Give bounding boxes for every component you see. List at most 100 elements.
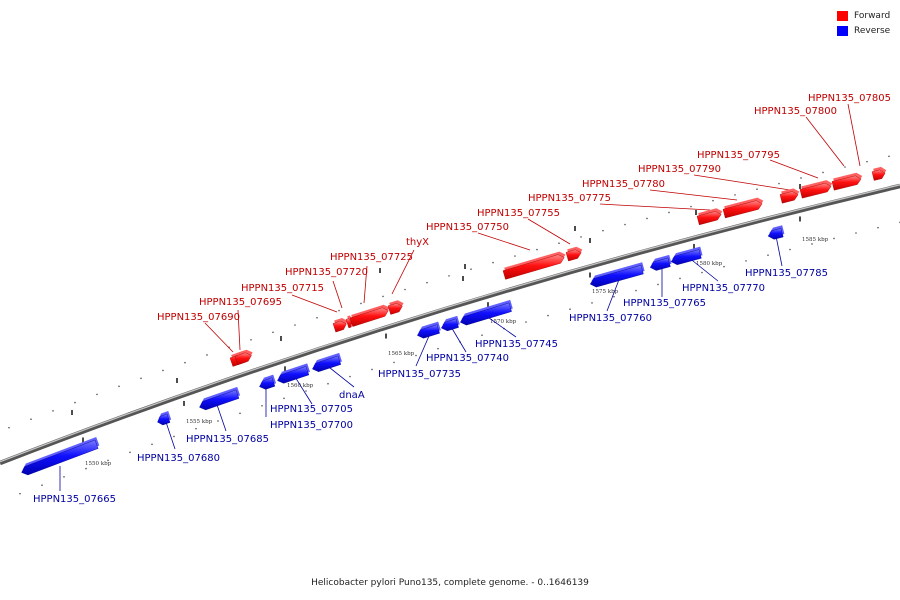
gene-hppn135_07775[interactable] [696, 208, 723, 226]
gene-body [799, 182, 832, 199]
gene-hppn135_07765[interactable] [649, 254, 672, 271]
gene-body [332, 320, 347, 333]
gene-body [831, 175, 862, 191]
gene-hppn135_07785[interactable] [767, 225, 785, 240]
dot-upper [822, 171, 824, 174]
label-leader-line [477, 232, 531, 251]
gene-body [199, 389, 240, 411]
gene-body [21, 439, 99, 476]
gene-label: HPPN135_07800 [754, 106, 837, 117]
dot-lower [701, 271, 703, 274]
gene-hppn135_07780[interactable] [722, 197, 764, 219]
label-leader-line [687, 256, 719, 282]
label-leader-line [237, 309, 241, 351]
dot-upper [184, 361, 186, 364]
gene-body [696, 211, 722, 226]
gene-label: HPPN135_07680 [137, 453, 220, 464]
axis-tick-label: 1580 kbp [696, 261, 723, 267]
dot-lower [569, 308, 571, 311]
dot-lower [261, 405, 263, 407]
gene-hppn135_07725[interactable] [349, 304, 390, 327]
gene-body [722, 200, 763, 219]
axis-tick-label: 1555 kbp [186, 419, 213, 425]
dot-lower [217, 420, 219, 422]
gene-body [234, 352, 252, 366]
axis-tick-label: 1570 kbp [490, 319, 517, 325]
gene-label: HPPN135_07705 [270, 404, 353, 415]
dot-upper [360, 302, 362, 305]
dot-upper [96, 393, 98, 396]
gene-thyx[interactable] [387, 300, 404, 315]
legend-item-reverse: Reverse [837, 23, 899, 38]
label-leader-line [204, 322, 234, 353]
label-leader-line [599, 203, 711, 211]
gene-label: HPPN135_07755 [477, 208, 560, 219]
gene-hppn135_07800[interactable] [831, 172, 863, 191]
genome-backbone [0, 183, 900, 466]
dot-lower [107, 459, 109, 462]
gene-label: HPPN135_07685 [186, 434, 269, 445]
dot-upper [712, 199, 714, 202]
gene-label: HPPN135_07700 [270, 420, 353, 431]
gene-dnaa[interactable] [312, 352, 342, 372]
gene-label: HPPN135_07785 [745, 268, 828, 279]
dot-lower [811, 243, 813, 245]
gene-hppn135_07790[interactable] [779, 188, 800, 204]
label-leaders [59, 103, 861, 491]
gene-body [649, 257, 671, 271]
gene-label: dnaA [339, 390, 365, 401]
dot-upper [338, 309, 340, 312]
axis-tick-label: 1575 kbp [592, 289, 619, 295]
gene-features [21, 166, 887, 476]
dot-lower [547, 314, 549, 317]
gene-hppn135_07740[interactable] [441, 315, 460, 332]
gene-body [157, 413, 171, 426]
gene-label: thyX [406, 237, 429, 248]
dot-lower [767, 254, 769, 256]
gene-body [441, 318, 459, 332]
dot-lower [393, 361, 395, 364]
dot-upper [602, 229, 604, 232]
gene-hppn135_07745[interactable] [460, 299, 513, 326]
gene-hppn135_07770[interactable] [670, 246, 703, 265]
gene-hppn135_07760[interactable] [589, 262, 645, 288]
gene-body [779, 191, 799, 204]
dot-lower [591, 302, 593, 304]
gene-label: HPPN135_07695 [199, 297, 282, 308]
dot-lower [833, 237, 835, 240]
gene-hppn135_07750[interactable] [502, 251, 566, 280]
gene-hppn135_07700[interactable] [259, 374, 277, 390]
gene-label: HPPN135_07765 [623, 298, 706, 309]
gene-body [312, 355, 342, 372]
gene-hppn135_07695[interactable] [234, 349, 253, 366]
gene-hppn135_07755[interactable] [565, 246, 583, 262]
gene-hppn135_07795[interactable] [799, 180, 833, 199]
gene-hppn135_07665[interactable] [21, 437, 100, 476]
dot-lower [789, 248, 791, 251]
gene-hppn135_07705[interactable] [277, 363, 311, 384]
gene-label: HPPN135_07725 [330, 252, 413, 263]
dot-upper [118, 385, 120, 388]
dot-lower [371, 368, 373, 371]
dot-upper [866, 160, 868, 163]
gene-hppn135_07680[interactable] [157, 410, 172, 426]
dot-lower [305, 390, 307, 392]
dot-upper [558, 242, 560, 245]
dot-lower [85, 467, 87, 470]
dot-upper [470, 268, 472, 270]
gene-hppn135_07735[interactable] [417, 321, 441, 339]
dot-upper [646, 217, 648, 220]
label-leader-line [649, 189, 738, 201]
dot-upper [294, 324, 296, 326]
gene-hppn135_07715[interactable] [332, 317, 348, 333]
dot-lower [63, 476, 65, 478]
figure-caption: Helicobacter pylori Puno135, complete ge… [311, 578, 589, 588]
dot-lower [745, 260, 747, 262]
gene-hppn135_07685[interactable] [199, 386, 241, 411]
dot-upper [734, 194, 736, 196]
label-leader-line [847, 103, 861, 167]
gene-hppn135_07805[interactable] [871, 166, 887, 181]
dot-lower [415, 354, 417, 357]
gene-label: HPPN135_07720 [285, 267, 368, 278]
